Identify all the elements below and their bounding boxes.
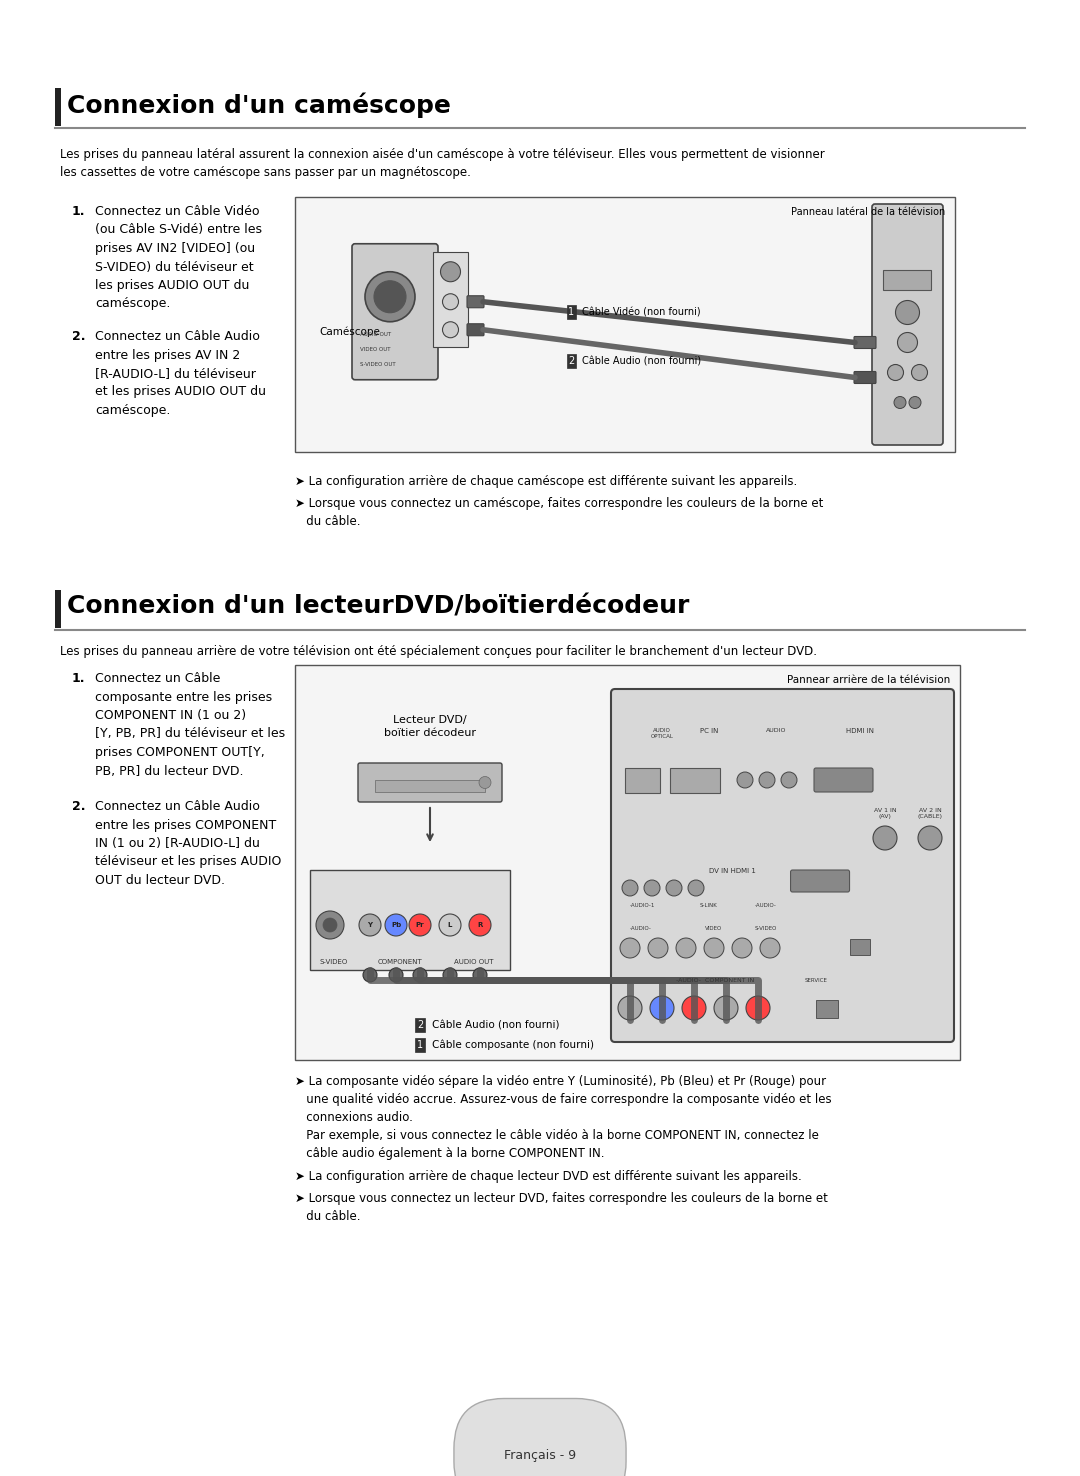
Circle shape xyxy=(681,996,706,1020)
Text: Les prises du panneau latéral assurent la connexion aisée d'un caméscope à votre: Les prises du panneau latéral assurent l… xyxy=(60,148,825,179)
Text: 1.: 1. xyxy=(72,205,85,218)
Circle shape xyxy=(443,322,459,338)
Text: SERVICE: SERVICE xyxy=(805,979,827,983)
FancyBboxPatch shape xyxy=(611,689,954,1042)
Text: Caméscope: Caméscope xyxy=(320,326,380,337)
FancyBboxPatch shape xyxy=(467,295,484,308)
Text: 2: 2 xyxy=(568,356,575,366)
Text: 1: 1 xyxy=(417,1041,423,1049)
Circle shape xyxy=(781,772,797,788)
Text: AUDIO
OPTICAL: AUDIO OPTICAL xyxy=(650,728,673,739)
Circle shape xyxy=(909,397,921,409)
Circle shape xyxy=(873,827,897,850)
Text: S-VIDEO OUT: S-VIDEO OUT xyxy=(360,362,395,366)
Text: Connexion d'un lecteurDVD/boïtierdécodeur: Connexion d'un lecteurDVD/boïtierdécodeu… xyxy=(67,595,689,618)
Circle shape xyxy=(894,397,906,409)
Bar xyxy=(310,869,510,970)
Circle shape xyxy=(443,968,457,982)
Circle shape xyxy=(365,272,415,322)
Bar xyxy=(55,590,60,627)
Text: ➤ La configuration arrière de chaque lecteur DVD est différente suivant les appa: ➤ La configuration arrière de chaque lec… xyxy=(295,1170,801,1182)
Text: COMPONENT: COMPONENT xyxy=(378,959,422,965)
Circle shape xyxy=(620,939,640,958)
Text: ➤ Lorsque vous connectez un lecteur DVD, faites correspondre les couleurs de la : ➤ Lorsque vous connectez un lecteur DVD,… xyxy=(295,1193,828,1224)
Circle shape xyxy=(912,365,928,381)
Circle shape xyxy=(359,914,381,936)
Circle shape xyxy=(409,914,431,936)
Circle shape xyxy=(918,827,942,850)
Circle shape xyxy=(323,918,337,931)
Circle shape xyxy=(438,914,461,936)
Bar xyxy=(55,89,60,125)
Text: Connectez un Câble
composante entre les prises
COMPONENT IN (1 ou 2)
[Y, PB, PR]: Connectez un Câble composante entre les … xyxy=(95,672,285,778)
Bar xyxy=(850,939,869,955)
Text: AUDIO: AUDIO xyxy=(766,728,786,734)
Text: Connectez un Câble Audio
entre les prises AV IN 2
[R-AUDIO-L] du téléviseur
et l: Connectez un Câble Audio entre les prise… xyxy=(95,331,266,418)
Text: Panneau latéral de la télévision: Panneau latéral de la télévision xyxy=(791,207,945,217)
Circle shape xyxy=(897,332,918,353)
FancyBboxPatch shape xyxy=(791,869,850,892)
Text: -AUDIO-: -AUDIO- xyxy=(630,925,652,931)
Text: AV 1 IN
(AV): AV 1 IN (AV) xyxy=(874,807,896,819)
Circle shape xyxy=(666,880,681,896)
Circle shape xyxy=(746,996,770,1020)
Text: Connectez un Câble Audio
entre les prises COMPONENT
IN (1 ou 2) [R-AUDIO-L] du
t: Connectez un Câble Audio entre les prise… xyxy=(95,800,282,887)
Text: AUDIO OUT: AUDIO OUT xyxy=(360,332,391,337)
Circle shape xyxy=(704,939,724,958)
Circle shape xyxy=(622,880,638,896)
Text: Câble Audio (non fourni): Câble Audio (non fourni) xyxy=(581,356,701,366)
Circle shape xyxy=(413,968,427,982)
Circle shape xyxy=(480,776,491,788)
Text: Les prises du panneau arrière de votre télévision ont été spécialement conçues p: Les prises du panneau arrière de votre t… xyxy=(60,645,816,658)
Text: -AUDIO-1: -AUDIO-1 xyxy=(630,903,656,908)
Circle shape xyxy=(650,996,674,1020)
Text: VIDEO OUT: VIDEO OUT xyxy=(360,347,391,351)
Text: Français - 9: Français - 9 xyxy=(504,1448,576,1461)
Circle shape xyxy=(363,968,377,982)
Bar xyxy=(670,768,720,793)
Circle shape xyxy=(316,911,345,939)
Text: S-VIDEO: S-VIDEO xyxy=(755,925,778,931)
Bar xyxy=(433,252,468,347)
Bar xyxy=(295,196,955,452)
FancyBboxPatch shape xyxy=(814,768,873,793)
Text: 1: 1 xyxy=(568,307,575,317)
FancyBboxPatch shape xyxy=(854,372,876,384)
Text: Câble Vidéo (non fourni): Câble Vidéo (non fourni) xyxy=(581,307,700,317)
Text: 2.: 2. xyxy=(72,800,85,813)
Text: -AUDIO-  COMPONENT IN: -AUDIO- COMPONENT IN xyxy=(676,979,755,983)
Bar xyxy=(625,768,660,793)
Circle shape xyxy=(618,996,642,1020)
Bar xyxy=(816,1001,838,1018)
Circle shape xyxy=(374,280,406,313)
Bar xyxy=(375,779,485,793)
Circle shape xyxy=(676,939,696,958)
Text: HDMI IN: HDMI IN xyxy=(846,728,874,734)
Text: DV IN HDMI 1: DV IN HDMI 1 xyxy=(708,868,756,874)
Circle shape xyxy=(469,914,491,936)
Text: ➤ Lorsque vous connectez un caméscope, faites correspondre les couleurs de la bo: ➤ Lorsque vous connectez un caméscope, f… xyxy=(295,497,823,528)
FancyBboxPatch shape xyxy=(872,204,943,444)
Circle shape xyxy=(648,939,669,958)
Circle shape xyxy=(737,772,753,788)
Circle shape xyxy=(443,294,459,310)
Circle shape xyxy=(473,968,487,982)
Text: Connexion d'un caméscope: Connexion d'un caméscope xyxy=(67,93,450,118)
Text: Pr: Pr xyxy=(416,922,424,928)
Circle shape xyxy=(389,968,403,982)
Text: L: L xyxy=(448,922,453,928)
FancyBboxPatch shape xyxy=(357,763,502,801)
Text: VIDEO: VIDEO xyxy=(705,925,723,931)
Text: PC IN: PC IN xyxy=(700,728,718,734)
Text: ➤ La composante vidéo sépare la vidéo entre Y (Luminosité), Pb (Bleu) et Pr (Rou: ➤ La composante vidéo sépare la vidéo en… xyxy=(295,1075,832,1160)
Text: -AUDIO-: -AUDIO- xyxy=(755,903,777,908)
Text: 2: 2 xyxy=(417,1020,423,1030)
Circle shape xyxy=(888,365,904,381)
Bar xyxy=(295,666,960,1060)
Text: AUDIO OUT: AUDIO OUT xyxy=(455,959,494,965)
Text: 2.: 2. xyxy=(72,331,85,342)
Circle shape xyxy=(759,772,775,788)
Circle shape xyxy=(644,880,660,896)
Text: Y: Y xyxy=(367,922,373,928)
Circle shape xyxy=(384,914,407,936)
